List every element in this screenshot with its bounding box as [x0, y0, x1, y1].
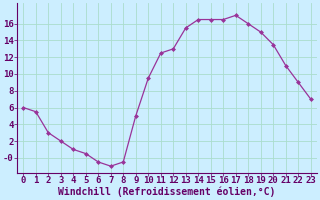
X-axis label: Windchill (Refroidissement éolien,°C): Windchill (Refroidissement éolien,°C)	[58, 187, 276, 197]
